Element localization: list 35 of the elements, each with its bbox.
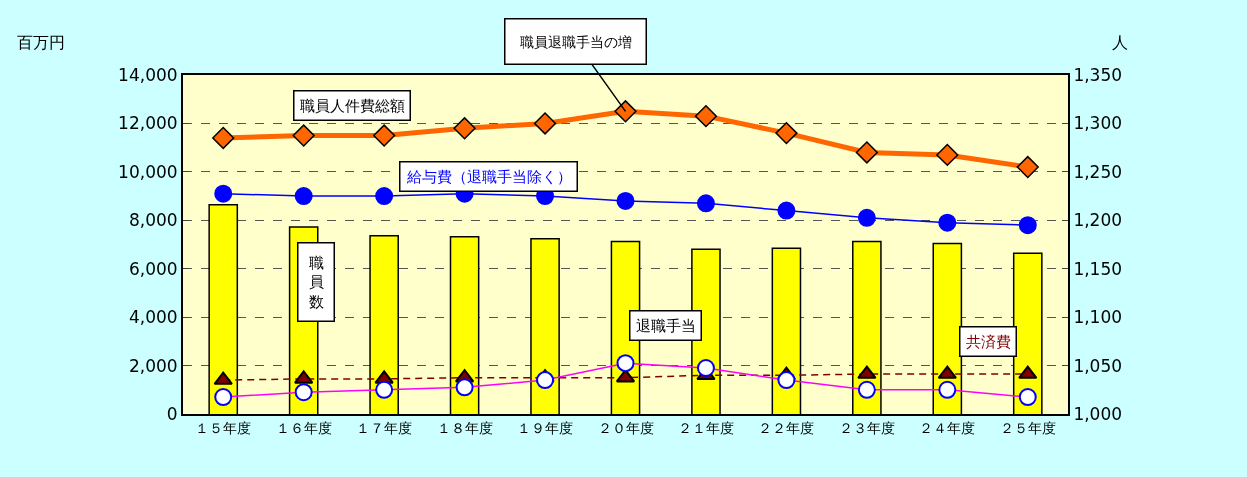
series-label: 職員人件費総額 <box>299 96 405 115</box>
y2-tick-label: 1,150 <box>1073 258 1123 279</box>
series-label: 給与費（退職手当除く） <box>405 167 572 186</box>
x-tick-label: ２３年度 <box>838 419 895 436</box>
x-tick-label: ２４年度 <box>919 419 976 436</box>
annotation: 職員退職手当の増 <box>519 33 632 50</box>
x-tick-label: ２２年度 <box>758 419 815 436</box>
y-tick-label: 10,000 <box>118 161 178 182</box>
x-tick-label: １９年度 <box>517 419 574 436</box>
y2-tick-label: 1,100 <box>1073 307 1123 328</box>
x-tick-label: ２０年度 <box>597 419 654 436</box>
y2-tick-label: 1,350 <box>1073 64 1123 85</box>
y-tick-label: 14,000 <box>118 64 178 85</box>
x-tick-label: ２５年度 <box>999 419 1056 436</box>
y2-tick-label: 1,300 <box>1073 113 1123 134</box>
y-axis-title: 百万円 <box>17 33 65 52</box>
x-tick-label: １８年度 <box>436 419 493 436</box>
series-label: 退職手当 <box>635 316 696 335</box>
x-tick-label: １５年度 <box>195 419 252 436</box>
series-label: 職員数 <box>308 253 324 311</box>
y2-axis-title: 人 <box>1112 33 1128 52</box>
x-tick-label: １７年度 <box>356 419 413 436</box>
y2-tick-label: 1,050 <box>1073 355 1123 376</box>
y-tick-label: 2,000 <box>128 355 178 376</box>
y2-tick-label: 1,000 <box>1073 403 1123 424</box>
y-tick-label: 6,000 <box>128 258 178 279</box>
y-tick-label: 12,000 <box>118 113 178 134</box>
x-tick-label: １６年度 <box>275 419 332 436</box>
series-label: 共済費 <box>965 332 1011 351</box>
y2-tick-label: 1,250 <box>1073 161 1123 182</box>
y-tick-label: 8,000 <box>128 210 178 231</box>
y-tick-label: 4,000 <box>128 307 178 328</box>
x-tick-label: ２１年度 <box>677 419 734 436</box>
y2-tick-label: 1,200 <box>1073 210 1123 231</box>
y-tick-label: 0 <box>166 403 178 424</box>
